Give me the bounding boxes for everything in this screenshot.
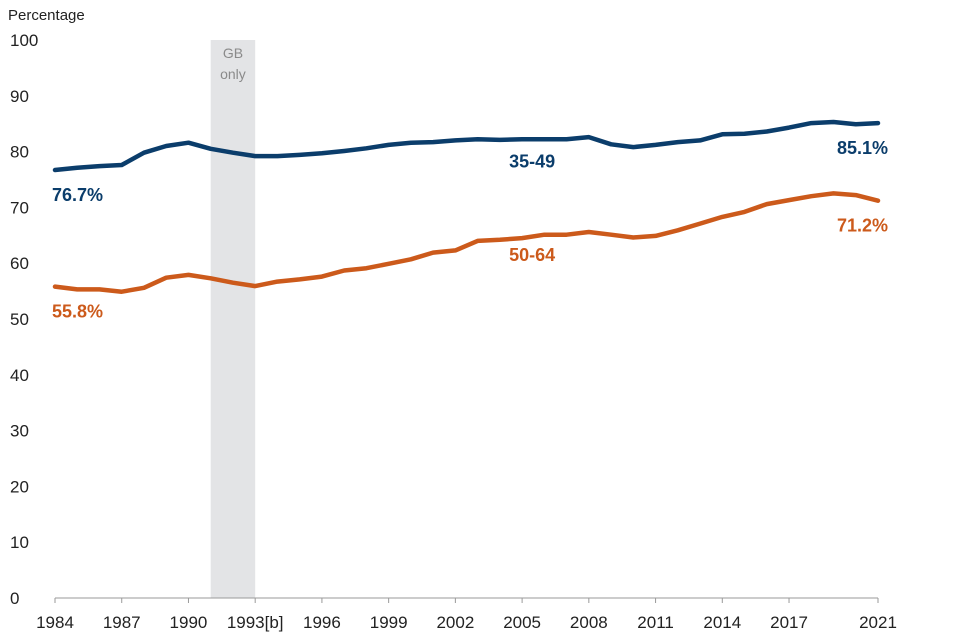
series-line-35-49	[52, 119, 881, 173]
y-tick-label: 30	[10, 422, 29, 441]
x-tick-label: 2014	[703, 613, 741, 632]
series-start-label: 76.7%	[52, 185, 103, 205]
series-layer	[52, 119, 881, 294]
band-layer: GB only	[210, 40, 256, 598]
y-tick-label: 40	[10, 366, 29, 385]
band-label-line1: GB	[223, 45, 243, 61]
series-end-label: 85.1%	[837, 138, 888, 158]
x-tick-label: 2008	[570, 613, 608, 632]
x-tick-label: 2021	[859, 613, 897, 632]
x-tick-label: 1996	[303, 613, 341, 632]
gb-only-band	[210, 40, 256, 598]
y-tick-label: 10	[10, 533, 29, 552]
x-tick-label: 1993[b]	[227, 613, 284, 632]
x-tick-label: 1999	[370, 613, 408, 632]
y-tick-label: 20	[10, 477, 29, 496]
x-tick-label: 1987	[103, 613, 141, 632]
y-axis-title: Percentage	[8, 7, 85, 24]
x-tick-label: 2005	[503, 613, 541, 632]
series-name-label: 50-64	[509, 245, 555, 265]
y-tick-label: 50	[10, 310, 29, 329]
series-name-label: 35-49	[509, 152, 555, 172]
series-start-label: 55.8%	[52, 302, 103, 322]
y-tick-label: 60	[10, 254, 29, 273]
series-end-label: 71.2%	[837, 216, 888, 236]
x-tick-label: 1990	[170, 613, 208, 632]
x-tick-label: 2017	[770, 613, 808, 632]
y-tick-label: 90	[10, 87, 29, 106]
label-layer: 76.7% 85.1% 35-49 55.8% 71.2% 50-64	[52, 138, 888, 321]
x-tick-label: 2002	[436, 613, 474, 632]
y-tick-label: 0	[10, 589, 19, 608]
series-line-50-64	[52, 191, 881, 294]
y-tick-label: 80	[10, 143, 29, 162]
axis-layer: Percentage 0 10 20 30 40 50 60 70 80 90 100 1984 198…	[8, 7, 897, 632]
y-tick-label: 70	[10, 198, 29, 217]
band-label-line2: only	[220, 66, 246, 82]
y-tick-label: 100	[10, 31, 38, 50]
x-tick-label: 2011	[637, 613, 674, 632]
x-tick-label: 1984	[36, 613, 74, 632]
